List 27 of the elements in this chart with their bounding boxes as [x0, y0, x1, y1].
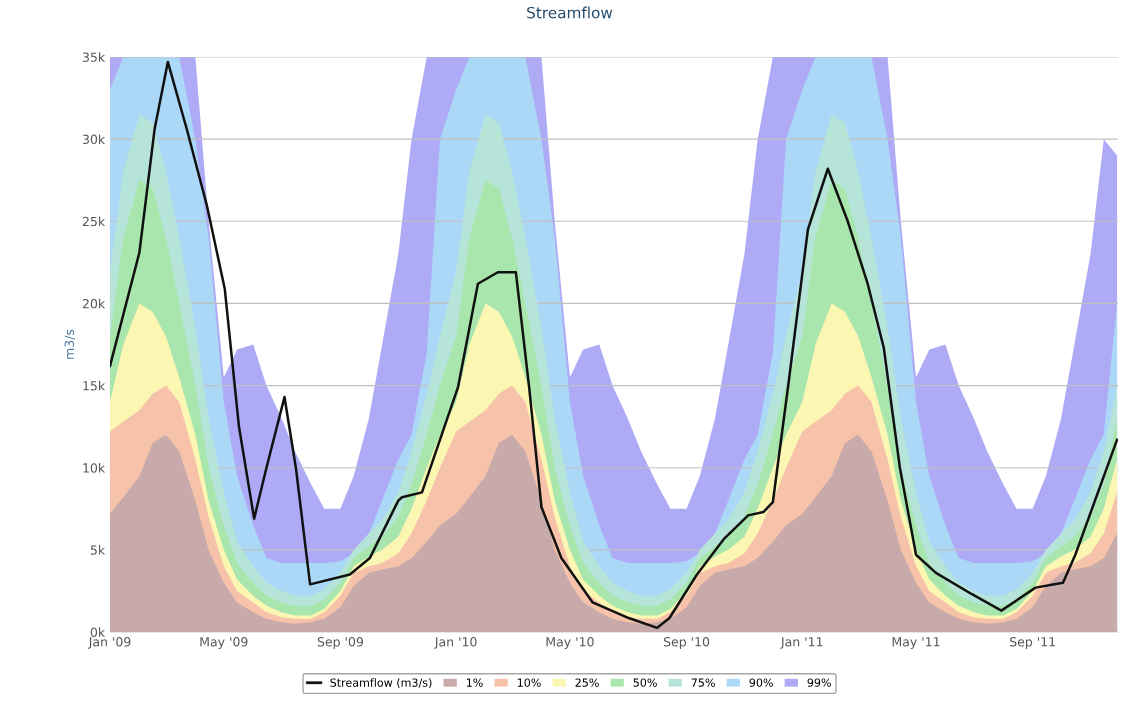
x-tick-label: Jan '09 — [88, 637, 131, 649]
y-tick-label: 35k — [82, 52, 106, 62]
x-tick-label: Jan '10 — [434, 637, 477, 649]
y-tick-label: 5k — [90, 545, 106, 555]
y-tick-label: 30k — [82, 134, 106, 145]
y-tick-label: 10k — [83, 462, 106, 473]
x-tick-label: Jan '11 — [780, 637, 823, 649]
y-tick-label: 15k — [83, 380, 106, 391]
y-tick-label: 0k — [90, 627, 106, 637]
y-tick-label: 25k — [82, 216, 106, 227]
chart-title: Streamflow — [527, 6, 613, 19]
legend-label: 50% — [633, 678, 657, 687]
legend-label: 75% — [691, 678, 715, 687]
x-tick-label: May '10 — [546, 637, 594, 649]
y-axis-title: m3/s — [64, 329, 75, 359]
x-tick-label: May '09 — [200, 637, 248, 649]
y-tick-label: 20k — [82, 298, 106, 309]
x-tick-label: Sep '09 — [317, 637, 363, 649]
legend-label: 10% — [517, 678, 541, 687]
legend-label: 25% — [575, 678, 599, 687]
legend-label: Streamflow (m3/s) — [330, 678, 432, 689]
legend-label: 90% — [749, 678, 773, 687]
x-tick-label: May '11 — [892, 637, 940, 649]
legend-label: 1% — [466, 678, 483, 687]
x-tick-label: Sep '10 — [663, 637, 710, 649]
legend-label: 99% — [807, 678, 831, 687]
x-tick-label: Sep '11 — [1010, 637, 1055, 649]
